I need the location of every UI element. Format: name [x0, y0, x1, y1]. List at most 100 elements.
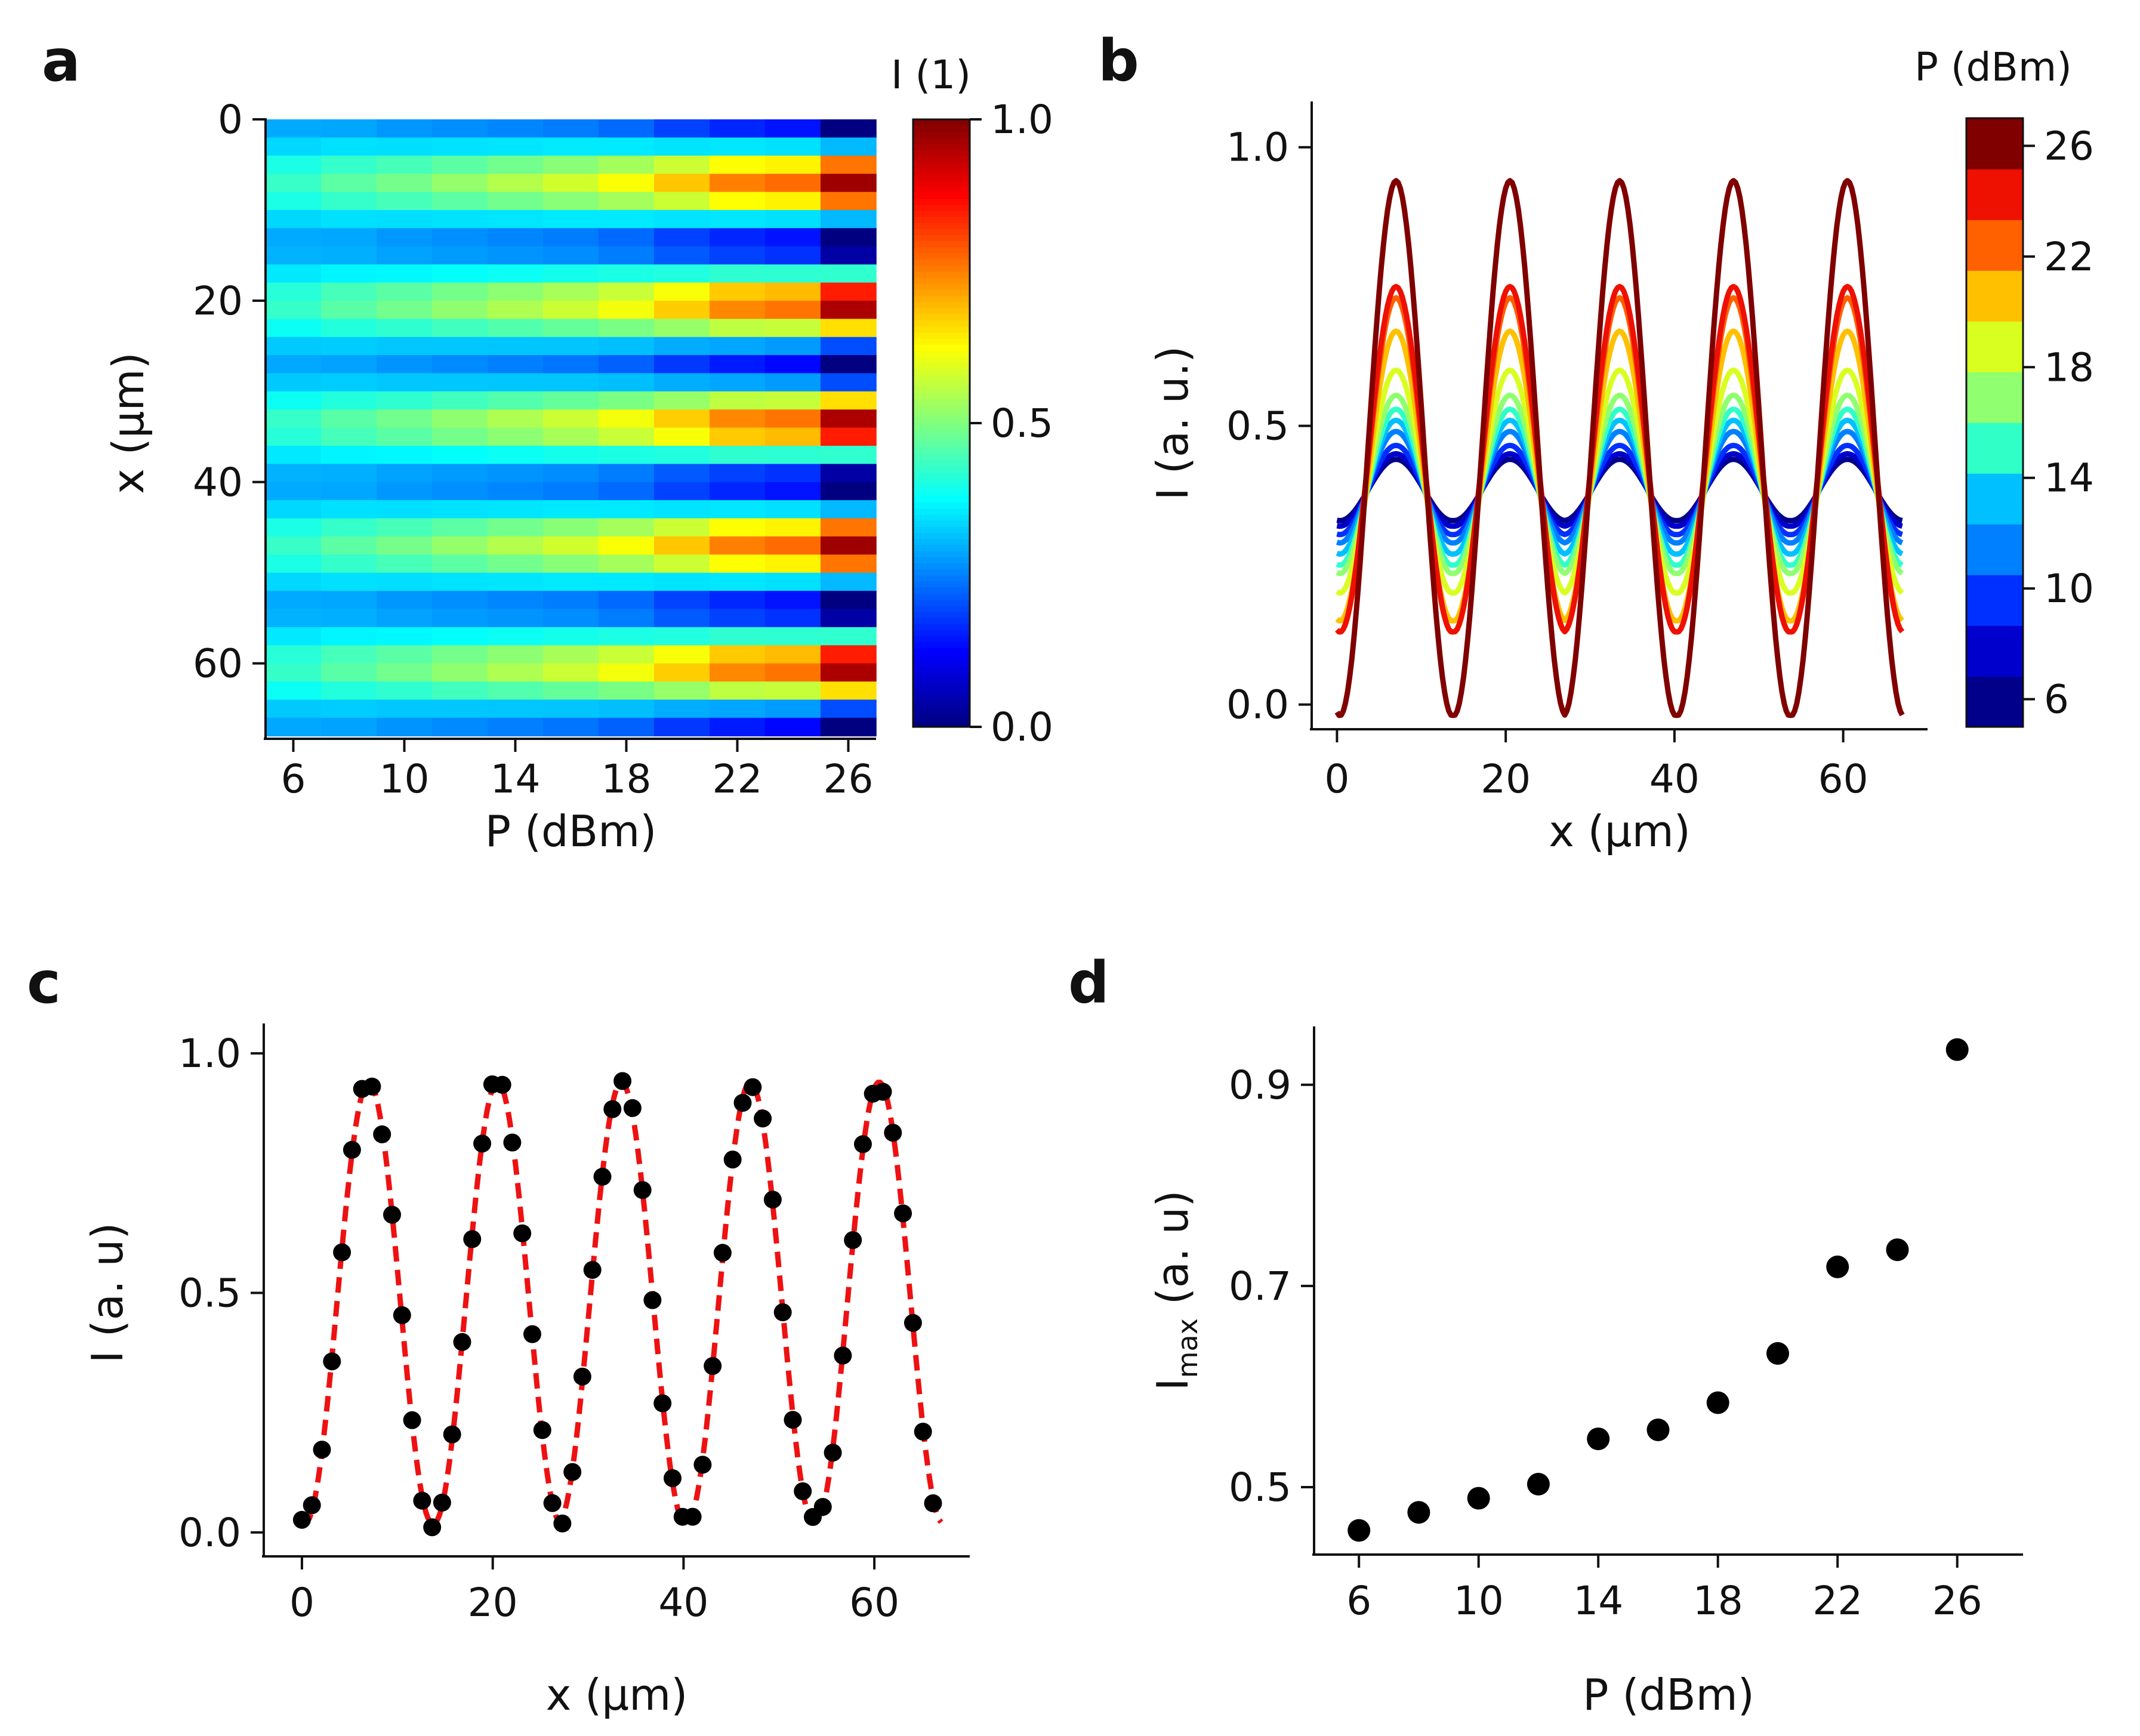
- x-tick-label: 6: [281, 756, 306, 802]
- heatmap-cell: [654, 554, 710, 573]
- data-point: [733, 1094, 752, 1112]
- heatmap-cell: [710, 464, 766, 483]
- colorbar-segment: [913, 186, 970, 193]
- x-axis-label: P (dBm): [1583, 1670, 1754, 1720]
- heatmap-cell: [543, 482, 599, 501]
- heatmap-cell: [266, 500, 322, 519]
- x-axis-label: x (μm): [546, 1670, 688, 1720]
- data-point: [643, 1291, 662, 1309]
- heatmap-cell: [599, 137, 655, 156]
- data-point: [834, 1346, 852, 1365]
- heatmap-cell: [266, 682, 322, 701]
- heatmap-cell: [599, 627, 655, 646]
- heatmap-cell: [765, 591, 821, 610]
- heatmap-cell: [488, 663, 544, 682]
- y-tick-label: 0.5: [1229, 1464, 1291, 1510]
- colorbar-segment: [913, 672, 970, 679]
- heatmap-cell: [543, 391, 599, 410]
- y-tick-label: 0.0: [1226, 682, 1289, 728]
- heatmap-cell: [654, 518, 710, 537]
- colorbar-segment: [913, 447, 970, 454]
- heatmap-cell: [654, 609, 710, 628]
- heatmap-cell: [543, 554, 599, 573]
- colorbar-segment-18: [1966, 372, 2023, 423]
- heatmap-cell: [266, 427, 322, 446]
- heatmap-cell: [266, 409, 322, 428]
- data-point: [704, 1357, 722, 1375]
- heatmap-cell: [321, 717, 377, 736]
- data-point: [433, 1493, 451, 1512]
- heatmap-cell: [321, 391, 377, 410]
- x-tick-label: 60: [1818, 756, 1868, 802]
- heatmap-cell: [432, 409, 488, 428]
- x-tick-label: 40: [1649, 756, 1700, 802]
- heatmap-cell: [377, 627, 433, 646]
- heatmap-cell: [821, 554, 877, 573]
- colorbar-segment-20: [1966, 321, 2023, 372]
- heatmap-cell: [321, 282, 377, 301]
- heatmap-cell: [710, 536, 766, 556]
- heatmap-cell: [377, 192, 433, 211]
- data-point: [664, 1469, 682, 1487]
- heatmap-cell: [765, 355, 821, 374]
- heatmap-cell: [765, 228, 821, 247]
- heatmap-cell: [599, 572, 655, 591]
- y-tick-label: 0.0: [178, 1510, 241, 1556]
- heatmap-cell: [821, 682, 877, 701]
- heatmap-cell: [488, 409, 544, 428]
- heatmap-cell: [821, 536, 877, 556]
- colorbar-segment: [913, 526, 970, 534]
- data-point: [303, 1496, 321, 1515]
- data-point: [874, 1083, 892, 1101]
- heatmap-cell: [654, 373, 710, 392]
- colorbar-tick-label: 26: [2044, 123, 2094, 169]
- heatmap-cell: [432, 591, 488, 610]
- panel-label-a: a: [42, 27, 81, 94]
- heatmap-cell: [710, 572, 766, 591]
- heatmap-cell: [543, 192, 599, 211]
- heatmap-cell: [599, 446, 655, 465]
- colorbar-segment: [913, 587, 970, 594]
- colorbar-segment: [913, 350, 970, 357]
- heatmap-cell: [377, 355, 433, 374]
- data-point: [824, 1444, 842, 1462]
- heatmap-cell: [321, 155, 377, 174]
- heatmap-cell: [543, 536, 599, 556]
- heatmap-cell: [765, 536, 821, 556]
- colorbar-segment: [913, 405, 970, 412]
- heatmap-cell: [710, 174, 766, 193]
- heatmap-cell: [765, 627, 821, 646]
- heatmap-cell: [266, 319, 322, 338]
- colorbar-segment: [913, 653, 970, 661]
- colorbar-segment: [913, 198, 970, 205]
- heatmap-cell: [654, 717, 710, 736]
- heatmap-cell: [710, 717, 766, 736]
- colorbar-segment: [913, 174, 970, 181]
- data-point: [693, 1456, 712, 1474]
- colorbar-tick-label: 18: [2044, 344, 2094, 390]
- heatmap-cell: [432, 355, 488, 374]
- data-point: [383, 1205, 401, 1224]
- heatmap-cell: [266, 155, 322, 174]
- heatmap-cell: [654, 645, 710, 664]
- heatmap-cell: [543, 209, 599, 229]
- heatmap-cell: [654, 246, 710, 265]
- heatmap-cell: [543, 409, 599, 428]
- colorbar-segment: [913, 630, 970, 637]
- heatmap-cell: [266, 464, 322, 483]
- heatmap-cell: [821, 264, 877, 283]
- colorbar-segment: [913, 180, 970, 187]
- heatmap-cell: [321, 645, 377, 664]
- heatmap-cell: [543, 645, 599, 664]
- x-tick-label: 0: [289, 1580, 314, 1626]
- colorbar-segment: [913, 678, 970, 685]
- heatmap-cell: [266, 554, 322, 573]
- heatmap-cell: [821, 155, 877, 174]
- colorbar-segment: [913, 544, 970, 551]
- heatmap-cell: [432, 536, 488, 556]
- heatmap-cell: [432, 464, 488, 483]
- heatmap-cell: [266, 446, 322, 465]
- heatmap-cell: [543, 300, 599, 320]
- heatmap-cell: [710, 319, 766, 338]
